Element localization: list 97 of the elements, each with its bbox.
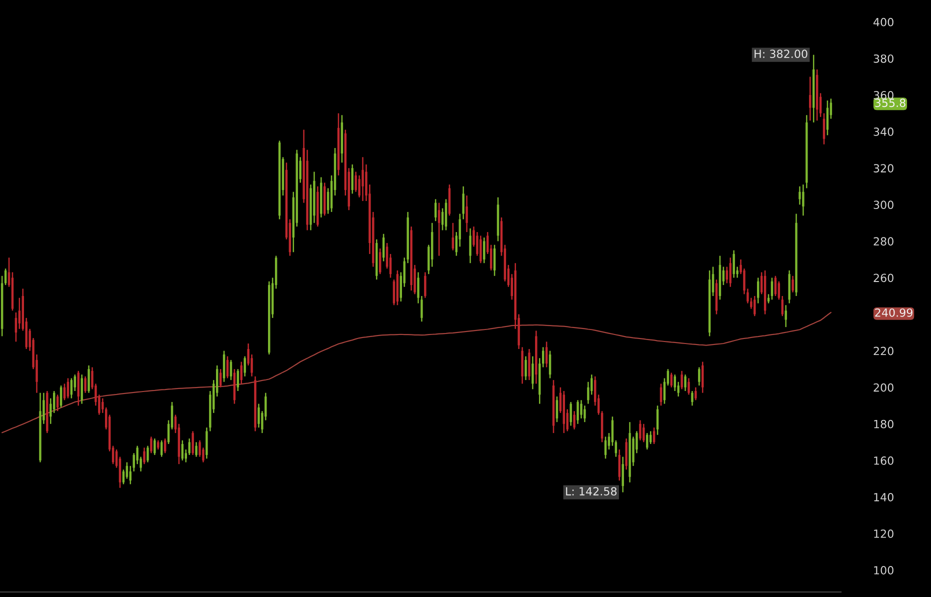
candlestick bbox=[206, 426, 208, 460]
candlestick bbox=[150, 436, 152, 454]
candlestick bbox=[698, 366, 700, 386]
y-tick-label: 180 bbox=[874, 420, 894, 428]
candlestick bbox=[732, 250, 735, 278]
candlestick bbox=[362, 156, 364, 202]
candlestick bbox=[614, 440, 618, 458]
candlestick bbox=[680, 370, 683, 390]
candlestick bbox=[532, 356, 534, 390]
candlestick bbox=[694, 386, 697, 401]
candlestick bbox=[757, 277, 760, 304]
candlestick bbox=[802, 184, 804, 216]
candlestick bbox=[684, 374, 686, 392]
candlestick bbox=[126, 462, 128, 480]
y-tick-label: 320 bbox=[874, 164, 894, 172]
candlestick bbox=[576, 400, 579, 425]
candlestick bbox=[809, 76, 812, 122]
candlestick bbox=[570, 401, 572, 426]
candlestick bbox=[774, 275, 777, 297]
candlestick bbox=[622, 456, 624, 493]
candlestick bbox=[652, 426, 656, 445]
candlestick bbox=[143, 447, 146, 465]
candlestick bbox=[63, 383, 66, 401]
candlestick bbox=[469, 228, 472, 264]
candlestick bbox=[154, 438, 156, 456]
y-tick-label: 360 bbox=[874, 90, 894, 100]
candlestick bbox=[548, 350, 552, 379]
candlestick bbox=[556, 396, 558, 423]
candlestick bbox=[524, 356, 527, 381]
y-tick-label: 340 bbox=[874, 128, 894, 136]
candlestick bbox=[480, 235, 482, 264]
text: 355.8 bbox=[875, 98, 906, 108]
candlestick bbox=[438, 202, 440, 256]
candlestick bbox=[792, 275, 794, 293]
candlestick bbox=[462, 186, 464, 220]
candlestick bbox=[580, 400, 582, 420]
candlestick bbox=[618, 448, 620, 482]
y-tick-label: 400 bbox=[873, 18, 894, 26]
annotation: L: 142.58 bbox=[566, 487, 617, 496]
candlestick bbox=[466, 194, 468, 233]
candlestick bbox=[219, 368, 222, 388]
candlestick bbox=[670, 372, 673, 388]
candlestick bbox=[483, 236, 486, 264]
y-tick-label: 160 bbox=[874, 456, 894, 465]
candlestick bbox=[528, 348, 530, 381]
candlestick bbox=[702, 361, 704, 394]
y-tick-label: 220 bbox=[874, 346, 894, 356]
candlestick bbox=[351, 164, 354, 194]
candlestick bbox=[226, 356, 229, 379]
y-tick-label: 200 bbox=[874, 383, 894, 392]
candlestick bbox=[639, 420, 642, 441]
candlestick bbox=[822, 112, 826, 145]
line-series bbox=[2, 312, 832, 434]
candlestick bbox=[164, 438, 166, 454]
candlestick bbox=[382, 233, 385, 262]
text: 240.99 bbox=[875, 308, 912, 317]
candlestick bbox=[781, 295, 784, 317]
annotation: H: 382.00 bbox=[754, 50, 808, 58]
candlestick bbox=[84, 376, 86, 394]
candlestick bbox=[88, 364, 90, 394]
candlestick bbox=[195, 442, 198, 458]
candlestick bbox=[236, 368, 240, 392]
candlestick bbox=[778, 280, 780, 300]
candlestick bbox=[146, 445, 149, 463]
candlestick bbox=[656, 405, 659, 436]
candlestick bbox=[611, 416, 614, 446]
candlestick bbox=[754, 295, 756, 317]
candlestick bbox=[493, 244, 496, 277]
y-tick-label: 140 bbox=[874, 492, 894, 502]
candlestick bbox=[160, 440, 163, 458]
candlestick bbox=[784, 304, 787, 328]
candlestick bbox=[729, 257, 732, 288]
candlestick bbox=[573, 410, 576, 430]
candlestick bbox=[642, 423, 645, 443]
candlestick bbox=[545, 341, 548, 368]
candlestick bbox=[157, 440, 160, 450]
candlestick bbox=[192, 430, 194, 456]
y-tick-label: 280 bbox=[874, 237, 894, 246]
y-tick-label: 100 bbox=[874, 566, 894, 574]
candlestick bbox=[688, 378, 690, 396]
y-tick-label: 380 bbox=[874, 54, 894, 63]
candlestick bbox=[691, 390, 694, 406]
candlestick bbox=[378, 248, 382, 275]
candlestick bbox=[452, 222, 454, 251]
y-tick-label: 120 bbox=[874, 530, 894, 538]
candlestick bbox=[80, 374, 83, 404]
y-tick-label: 260 bbox=[874, 274, 894, 282]
candlestick bbox=[625, 438, 628, 470]
candlestick bbox=[798, 186, 801, 206]
candlestick bbox=[122, 468, 125, 485]
candlestick bbox=[424, 272, 426, 298]
candlestick bbox=[74, 374, 76, 392]
candlestick bbox=[77, 370, 80, 406]
y-tick-label: 300 bbox=[874, 200, 894, 210]
candlestick bbox=[18, 297, 21, 330]
candlestick bbox=[244, 356, 246, 378]
candlestick bbox=[56, 394, 59, 412]
